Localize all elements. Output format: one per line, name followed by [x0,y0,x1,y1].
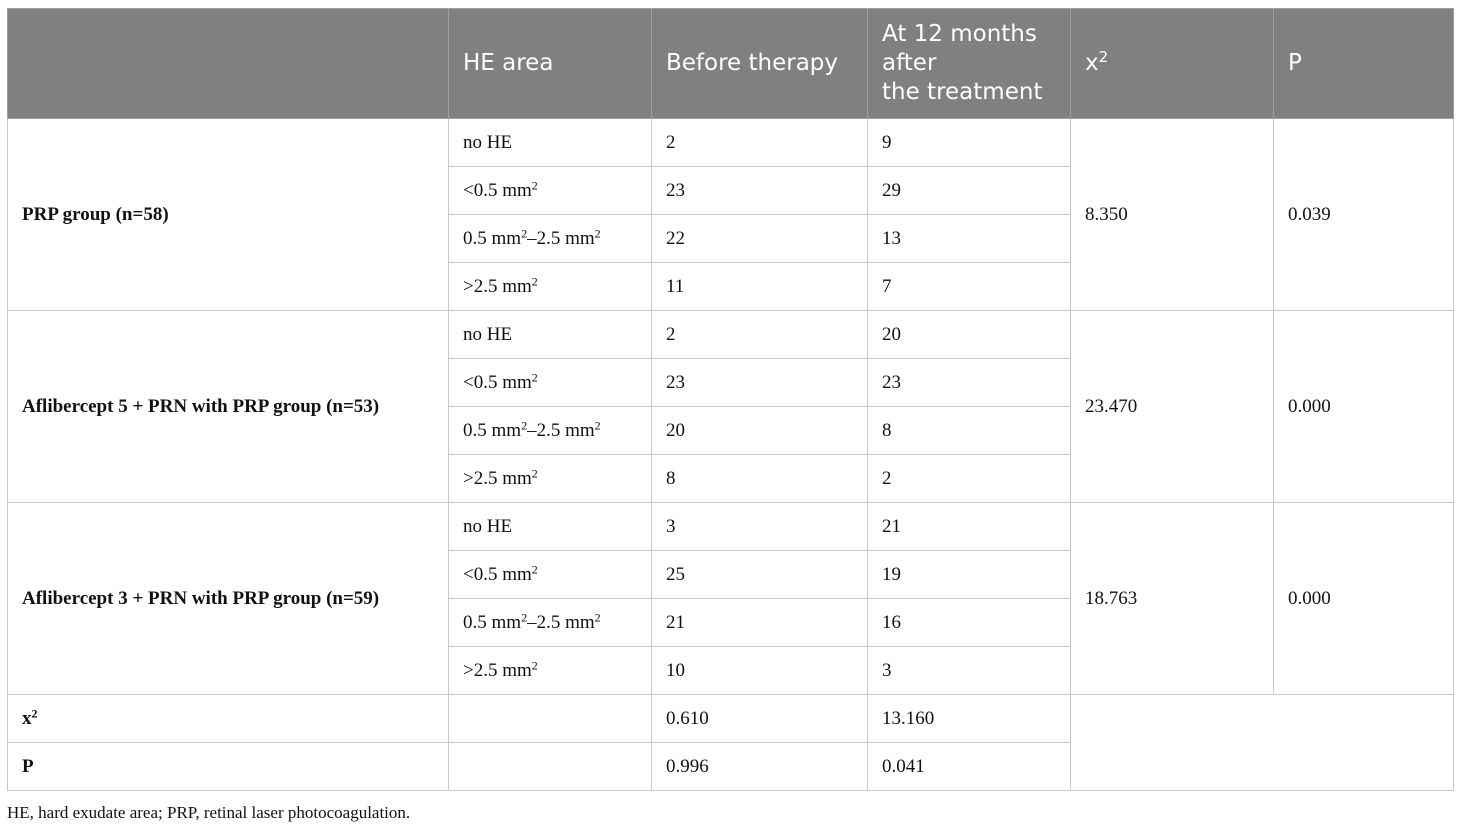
he-area-cell: 0.5 mm2–2.5 mm2 [448,406,652,455]
before-therapy-cell: 20 [651,406,868,455]
he-area-cell: <0.5 mm2 [448,550,652,599]
table-row: 0.5 mm2–2.5 mm2 22 13 [8,214,1454,263]
after-treatment-cell: 9 [867,118,1071,167]
he-area-cell: <0.5 mm2 [448,358,652,407]
table-row: <0.5 mm2 23 23 [8,358,1454,407]
before-therapy-cell: 3 [651,502,868,551]
chi-square-before: 0.610 [651,694,868,743]
before-therapy-cell: 25 [651,550,868,599]
p-value-cell: 0.000 [1273,310,1454,503]
after-treatment-cell: 8 [867,406,1071,455]
after-treatment-cell: 3 [867,646,1071,695]
header-before-therapy: Before therapy [651,8,868,119]
before-therapy-cell: 2 [651,310,868,359]
he-area-cell: 0.5 mm2–2.5 mm2 [448,598,652,647]
after-treatment-cell: 13 [867,214,1071,263]
header-chi-square: x2 [1070,8,1274,119]
p-value-cell: 0.039 [1273,118,1454,311]
chi-square-label: x2 [7,694,449,743]
header-row: HE area Before therapy At 12 months after… [7,8,1454,119]
after-treatment-cell: 7 [867,262,1071,311]
table-row: <0.5 mm2 23 29 [8,166,1454,215]
p-value-label: P [7,742,449,791]
after-treatment-cell: 19 [867,550,1071,599]
group-name-cell: Aflibercept 3 + PRN with PRP group (n=59… [7,502,449,695]
p-value-after: 0.041 [867,742,1071,791]
after-treatment-cell: 2 [867,454,1071,503]
after-treatment-cell: 20 [867,310,1071,359]
he-area-cell: >2.5 mm2 [448,262,652,311]
after-treatment-cell: 29 [867,166,1071,215]
he-area-cell: <0.5 mm2 [448,166,652,215]
header-p-value: P [1273,8,1454,119]
table-row: >2.5 mm2 10 3 [8,646,1454,695]
he-area-cell: >2.5 mm2 [448,646,652,695]
before-therapy-cell: 23 [651,358,868,407]
he-area-cell: no HE [448,310,652,359]
header-after-treatment: At 12 months after the treatment [867,8,1071,119]
table-row: >2.5 mm2 11 7 [8,262,1454,311]
header-he-area: HE area [448,8,652,119]
after-treatment-cell: 23 [867,358,1071,407]
before-therapy-cell: 11 [651,262,868,311]
he-area-cell: no HE [448,118,652,167]
summary-empty-cell [448,742,652,791]
before-therapy-cell: 8 [651,454,868,503]
table-row: PRP group (n=58) no HE 2 9 8.350 0.039 [7,118,1454,311]
before-therapy-cell: 21 [651,598,868,647]
group-name-cell: Aflibercept 5 + PRN with PRP group (n=53… [7,310,449,503]
before-therapy-cell: 10 [651,646,868,695]
after-treatment-cell: 16 [867,598,1071,647]
he-area-cell: >2.5 mm2 [448,454,652,503]
before-therapy-cell: 22 [651,214,868,263]
table-row: >2.5 mm2 8 2 [8,454,1454,503]
before-therapy-cell: 23 [651,166,868,215]
chi-square-cell: 23.470 [1070,310,1274,503]
p-value-summary-row: P 0.996 0.041 [7,742,1454,791]
table-footnote: HE, hard exudate area; PRP, retinal lase… [7,803,411,822]
he-area-cell: 0.5 mm2–2.5 mm2 [448,214,652,263]
chi-square-cell: 8.350 [1070,118,1274,311]
table-row: Aflibercept 5 + PRN with PRP group (n=53… [7,310,1454,503]
summary-empty-cell [448,694,652,743]
table-row: <0.5 mm2 25 19 [8,550,1454,599]
chi-square-cell: 18.763 [1070,502,1274,695]
hard-exudate-table: HE area Before therapy At 12 months after… [7,8,1454,791]
summary-blank-cell [1070,694,1454,791]
after-treatment-cell: 21 [867,502,1071,551]
p-value-before: 0.996 [651,742,868,791]
table-row: Aflibercept 3 + PRN with PRP group (n=59… [7,502,1454,695]
he-area-cell: no HE [448,502,652,551]
p-value-cell: 0.000 [1273,502,1454,695]
before-therapy-cell: 2 [651,118,868,167]
header-group [7,8,449,119]
chi-square-summary-row: x2 0.610 13.160 [7,694,1454,791]
chi-square-after: 13.160 [867,694,1071,743]
table-body: PRP group (n=58) no HE 2 9 8.350 0.039 <0.5 mm… [7,118,1454,791]
group-name-cell: PRP group (n=58) [7,118,449,311]
table-row: 0.5 mm2–2.5 mm2 20 8 [8,406,1454,455]
